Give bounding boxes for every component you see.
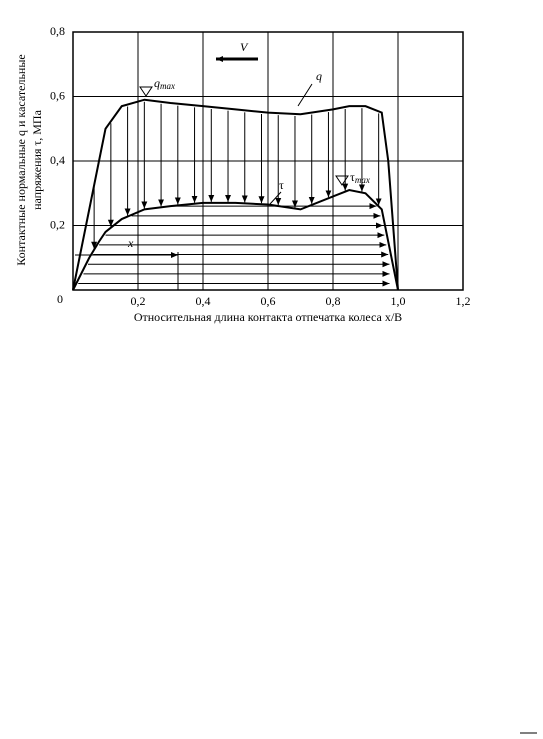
y-tick-label: 0 [57, 292, 63, 306]
annotation: V [240, 40, 249, 54]
annotation-text: τ [350, 170, 355, 184]
series-label: τ [279, 178, 284, 192]
annotation: τmax [350, 170, 370, 185]
x-tick-label: 1,0 [391, 294, 406, 308]
max-marker [139, 86, 153, 97]
y-axis-label: напряжения τ, МПа [30, 109, 44, 210]
series-line [72, 188, 399, 291]
series-line [72, 98, 399, 291]
x-tick-label: 0,2 [131, 294, 146, 308]
max-marker [335, 175, 349, 186]
annotation: x [127, 236, 134, 250]
y-tick-label: 0,8 [50, 24, 65, 38]
annotation-subscript: max [355, 175, 370, 185]
x-tick-label: 0,4 [196, 294, 211, 308]
x-axis-label: Относительная длина контакта отпечатка к… [134, 310, 402, 324]
y-tick-label: 0,2 [50, 217, 65, 231]
x-tick-label: 0,6 [261, 294, 276, 308]
y-axis-label: Контактные нормальные q и касательные [14, 54, 28, 265]
annotation-subscript: max [160, 81, 175, 91]
leader [297, 83, 313, 107]
y-tick-label: 0,4 [50, 153, 65, 167]
x-tick-label: 0,8 [326, 294, 341, 308]
leader [269, 191, 282, 205]
annotation: qmax [154, 76, 175, 91]
annotation-text: q [154, 76, 160, 90]
y-tick-label: 0,6 [50, 88, 65, 102]
x-tick-label: 1,2 [456, 294, 471, 308]
series-label: q [316, 69, 322, 83]
